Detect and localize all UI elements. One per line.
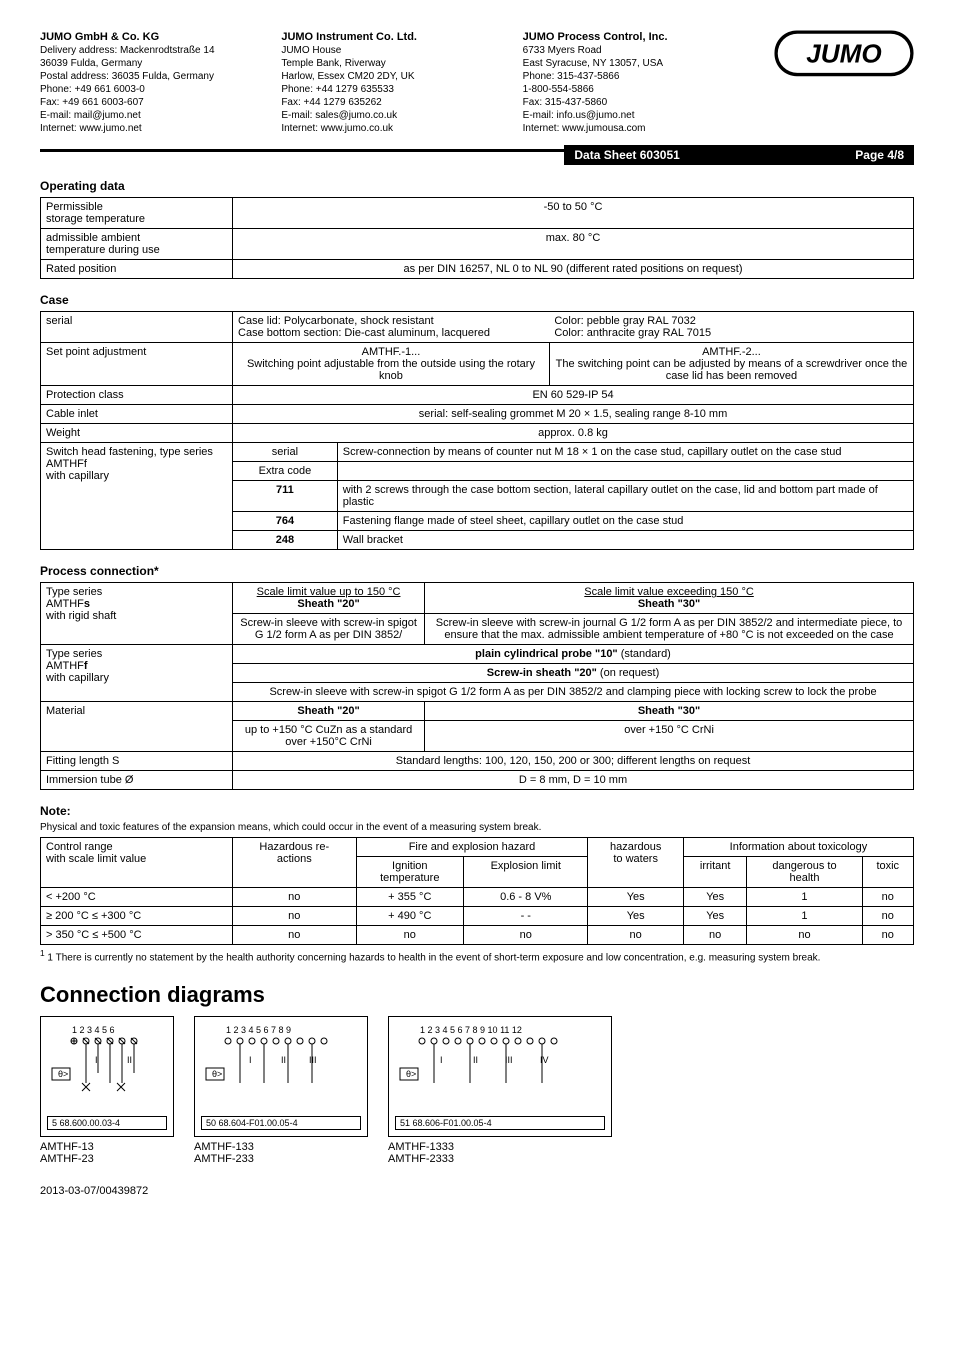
diagrams-row: 1 2 3 4 5 6 III θ> xyxy=(40,1016,914,1165)
svg-text:θ>: θ> xyxy=(58,1069,68,1079)
diagram-3-labels: AMTHF-1333 AMTHF-2333 xyxy=(388,1141,612,1165)
table-operating: Permissible storage temperature-50 to 50… xyxy=(40,197,914,279)
diagram-2-svg: 1 2 3 4 5 6 7 8 9 IIIIII θ> xyxy=(201,1023,361,1113)
table-cell: - - xyxy=(464,907,588,926)
table-cell: no xyxy=(233,888,356,907)
table-cell: no xyxy=(862,907,913,926)
table-cell: 1 xyxy=(747,907,862,926)
addr-us: JUMO Process Control, Inc. 6733 Myers Ro… xyxy=(523,30,754,135)
svg-text:III: III xyxy=(505,1055,513,1065)
diagram-1-labels: AMTHF-13 AMTHF-23 xyxy=(40,1141,174,1165)
addr-uk: JUMO Instrument Co. Ltd. JUMO House Temp… xyxy=(281,30,512,135)
table-cell: Yes xyxy=(683,907,747,926)
svg-text:I: I xyxy=(440,1055,443,1065)
note-title: Note: xyxy=(40,804,914,818)
table-cell: > 350 °C ≤ +500 °C xyxy=(41,926,233,945)
table-cell: no xyxy=(683,926,747,945)
diagram-2-labels: AMTHF-133 AMTHF-233 xyxy=(194,1141,368,1165)
toxicology-footnote: 1 1 There is currently no statement by t… xyxy=(40,948,914,963)
header: JUMO GmbH & Co. KG Delivery address: Mac… xyxy=(40,30,914,135)
diagram-3: 1 2 3 4 5 6 7 8 9 10 11 12 IIIIIIIV θ> xyxy=(388,1016,612,1165)
table-toxicology: Control range with scale limit value Haz… xyxy=(40,837,914,945)
diagram-1-svg: 1 2 3 4 5 6 III θ> xyxy=(47,1023,167,1113)
diagram-1: 1 2 3 4 5 6 III θ> xyxy=(40,1016,174,1165)
table-cell: 0.6 - 8 V% xyxy=(464,888,588,907)
svg-text:II: II xyxy=(127,1055,132,1065)
table-cell: + 490 °C xyxy=(356,907,464,926)
logo: JUMO xyxy=(764,30,914,135)
table-cell: Yes xyxy=(683,888,747,907)
section-case: Case xyxy=(40,293,914,307)
table-cell: no xyxy=(747,926,862,945)
page-label: Page 4/8 xyxy=(855,148,904,162)
table-cell: + 355 °C xyxy=(356,888,464,907)
svg-text:1 2 3 4 5 6 7 8 9 10 1: 1 2 3 4 5 6 7 8 9 10 11 12 xyxy=(420,1025,522,1035)
jumo-logo-icon: JUMO xyxy=(774,30,914,77)
svg-text:IV: IV xyxy=(540,1055,549,1065)
table-cell: no xyxy=(233,926,356,945)
svg-text:JUMO: JUMO xyxy=(806,39,881,69)
svg-text:θ>: θ> xyxy=(212,1069,222,1079)
diagram-2: 1 2 3 4 5 6 7 8 9 IIIIII θ> 50 68.604-F0… xyxy=(194,1016,368,1165)
svg-text:III: III xyxy=(309,1055,317,1065)
datasheet-label: Data Sheet 603051 xyxy=(574,148,679,162)
svg-text:II: II xyxy=(281,1055,286,1065)
addr-de: JUMO GmbH & Co. KG Delivery address: Mac… xyxy=(40,30,271,135)
svg-text:θ>: θ> xyxy=(406,1069,416,1079)
section-operating-data: Operating data xyxy=(40,179,914,193)
table-cell: no xyxy=(588,926,683,945)
table-cell: < +200 °C xyxy=(41,888,233,907)
company-us: JUMO Process Control, Inc. xyxy=(523,30,754,44)
section-process-connection: Process connection* xyxy=(40,564,914,578)
title-bar: Data Sheet 603051 Page 4/8 xyxy=(40,145,914,165)
table-cell: no xyxy=(233,907,356,926)
svg-text:1 2 3 4 5 6: 1 2 3 4 5 6 xyxy=(72,1025,115,1035)
diagram-3-svg: 1 2 3 4 5 6 7 8 9 10 11 12 IIIIIIIV θ> xyxy=(395,1023,605,1113)
svg-text:I: I xyxy=(95,1055,98,1065)
table-cell: no xyxy=(862,926,913,945)
connection-diagrams-title: Connection diagrams xyxy=(40,982,914,1008)
company-de: JUMO GmbH & Co. KG xyxy=(40,30,271,44)
company-uk: JUMO Instrument Co. Ltd. xyxy=(281,30,512,44)
footer-id: 2013-03-07/00439872 xyxy=(40,1185,914,1197)
table-cell: ≥ 200 °C ≤ +300 °C xyxy=(41,907,233,926)
table-cell: no xyxy=(464,926,588,945)
table-cell: Yes xyxy=(588,888,683,907)
svg-text:1 2 3 4 5 6 7 8 9: 1 2 3 4 5 6 7 8 9 xyxy=(226,1025,291,1035)
table-cell: 1 xyxy=(747,888,862,907)
svg-text:II: II xyxy=(473,1055,478,1065)
note-text: Physical and toxic features of the expan… xyxy=(40,822,914,833)
table-cell: Yes xyxy=(588,907,683,926)
table-case: serial Case lid: Polycarbonate, shock re… xyxy=(40,311,914,550)
table-cell: no xyxy=(862,888,913,907)
svg-text:I: I xyxy=(249,1055,252,1065)
table-cell: no xyxy=(356,926,464,945)
table-process: Type seriesAMTHFswith rigid shaft Scale … xyxy=(40,582,914,790)
